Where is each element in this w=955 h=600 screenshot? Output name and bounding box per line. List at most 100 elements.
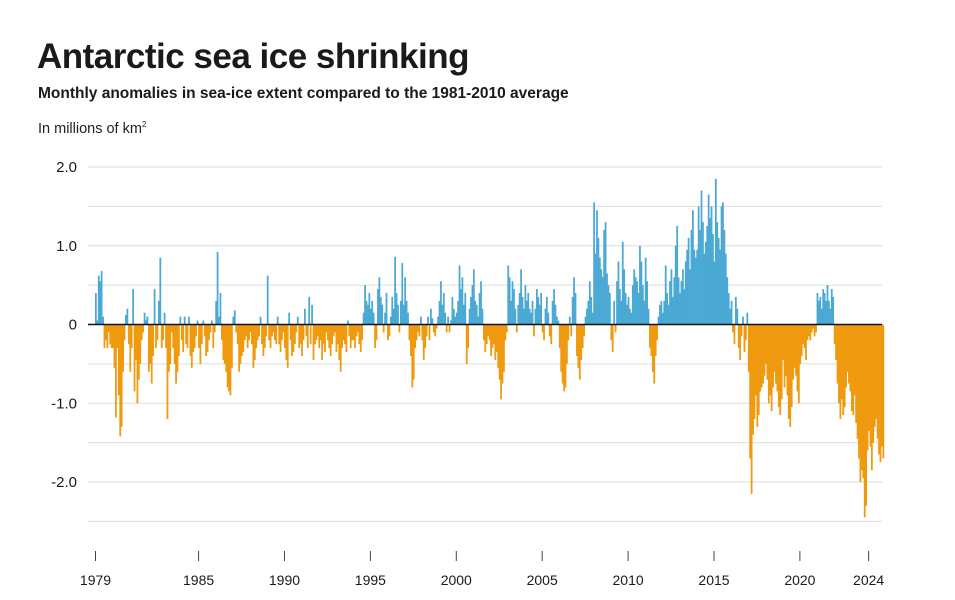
bar [614, 324, 617, 333]
bar [189, 324, 192, 356]
bar [308, 296, 311, 325]
bar [169, 324, 172, 364]
bar [251, 324, 253, 345]
bar [619, 289, 621, 325]
bar [179, 316, 182, 325]
bar [800, 324, 803, 356]
bar [304, 308, 306, 325]
bar [568, 316, 571, 325]
bar [765, 324, 767, 364]
bar [273, 324, 276, 341]
bar [527, 293, 530, 325]
bar [278, 324, 281, 345]
bar [112, 324, 114, 349]
bar [447, 316, 449, 325]
bar [198, 324, 200, 349]
bar [737, 324, 740, 349]
bar [103, 324, 106, 349]
bar [102, 316, 104, 325]
bar [401, 263, 404, 325]
bar [508, 277, 511, 325]
bar [156, 324, 159, 341]
bar [402, 304, 405, 325]
bar [825, 300, 827, 325]
bar [248, 324, 250, 341]
bar [241, 324, 243, 356]
bar [710, 206, 713, 325]
bar [601, 277, 604, 325]
bar [694, 257, 697, 325]
bar [690, 230, 693, 325]
x-tick-label: 2005 [527, 572, 558, 588]
bar [750, 324, 753, 494]
bar [129, 324, 132, 372]
bar [722, 202, 724, 325]
bar [627, 296, 630, 325]
bar [122, 324, 124, 372]
bar [786, 324, 789, 396]
bar [588, 281, 591, 325]
bar [571, 296, 574, 325]
bar [147, 324, 150, 372]
bar [175, 324, 177, 384]
bar [743, 324, 746, 353]
bar [790, 324, 793, 408]
bar [487, 324, 490, 337]
bar [339, 324, 342, 372]
bar [863, 324, 866, 518]
bar [199, 324, 202, 364]
bar [610, 324, 613, 341]
bar [533, 324, 535, 337]
bar [848, 324, 850, 384]
bar [107, 324, 110, 333]
bar [563, 324, 565, 392]
bar [367, 304, 369, 325]
bar [152, 324, 155, 356]
bar [135, 324, 137, 360]
bar [700, 190, 703, 325]
bar [349, 324, 352, 349]
bar [302, 324, 305, 341]
bar [190, 324, 193, 368]
bar [739, 324, 742, 360]
bar [468, 308, 471, 325]
bar [660, 300, 663, 325]
bar [119, 324, 122, 437]
bar [521, 296, 524, 325]
bar [649, 324, 651, 349]
bar [358, 324, 361, 345]
bar [603, 230, 606, 325]
bar [524, 285, 527, 325]
bar [547, 312, 550, 325]
bar [283, 324, 286, 349]
bar [431, 318, 434, 325]
bar [881, 324, 883, 447]
bar [567, 324, 570, 341]
bar [853, 324, 856, 396]
bar [671, 296, 674, 325]
bar [180, 324, 183, 341]
bar [362, 312, 365, 325]
bar [577, 324, 580, 368]
bar [183, 316, 186, 325]
bar [485, 324, 488, 345]
bar [584, 316, 587, 325]
bar [259, 316, 262, 325]
bar [813, 324, 816, 337]
bar [561, 324, 564, 384]
bar [747, 324, 750, 372]
bar [795, 324, 797, 376]
bar [475, 304, 478, 325]
bar [120, 324, 123, 427]
bar [155, 324, 157, 349]
bar [397, 304, 399, 325]
bar [170, 324, 173, 333]
bar [587, 300, 590, 325]
bar [709, 218, 711, 325]
bar [729, 308, 732, 325]
unit-text: In millions of km [38, 121, 142, 137]
gridlines [88, 166, 882, 522]
bar [281, 324, 283, 341]
bar [597, 237, 600, 325]
bar [398, 324, 401, 333]
